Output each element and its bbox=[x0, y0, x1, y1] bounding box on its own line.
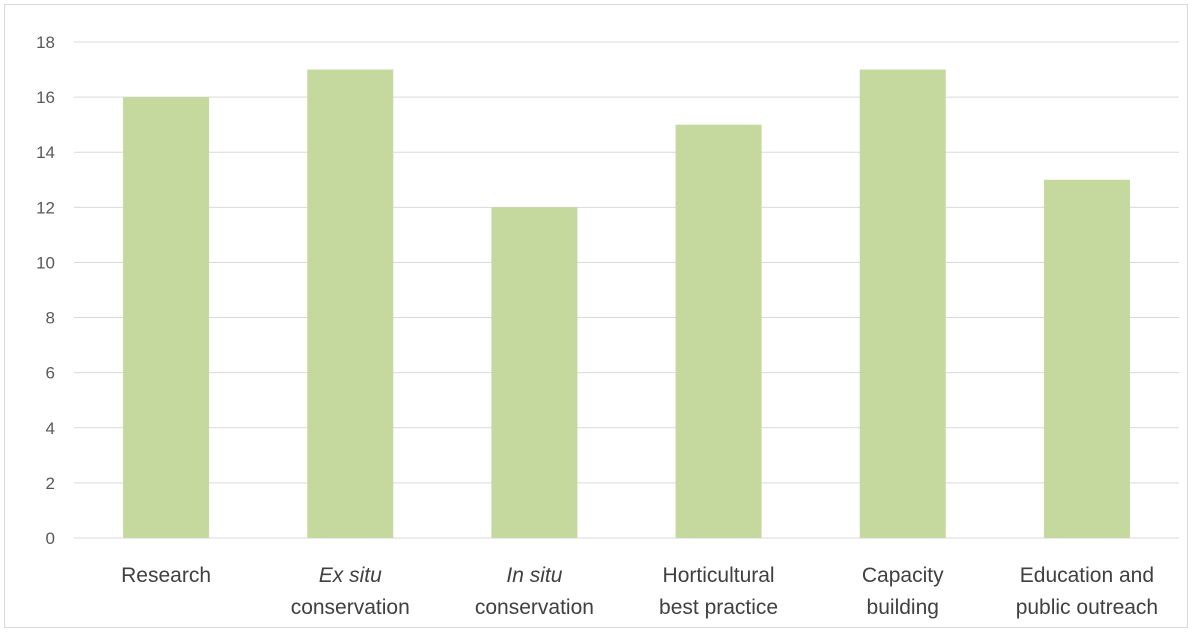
y-tick-label: 10 bbox=[36, 253, 55, 272]
x-category-label: public outreach bbox=[1016, 596, 1158, 619]
y-axis-ticks: 0 2 4 6 8 10 12 14 16 18 bbox=[36, 33, 55, 548]
bar bbox=[307, 69, 394, 539]
y-tick-label: 14 bbox=[36, 143, 55, 162]
x-axis-category-labels: Research Ex situ conservation In situ conser… bbox=[121, 564, 1158, 619]
x-category-label: Ex situ bbox=[319, 564, 382, 587]
x-category-label: Horticultural bbox=[663, 564, 775, 587]
y-tick-label: 2 bbox=[46, 474, 55, 493]
x-category-label: In situ bbox=[506, 564, 562, 587]
x-category-label: conservation bbox=[291, 596, 410, 619]
x-category-label: Research bbox=[121, 564, 211, 587]
bars bbox=[123, 69, 1130, 539]
x-category-label: building bbox=[867, 596, 939, 619]
x-category-label: Education and bbox=[1020, 564, 1154, 587]
x-category-label: Capacity bbox=[862, 564, 944, 587]
y-tick-label: 12 bbox=[36, 198, 55, 217]
y-tick-label: 18 bbox=[36, 33, 55, 52]
y-tick-label: 4 bbox=[46, 419, 55, 438]
y-tick-label: 16 bbox=[36, 88, 55, 107]
x-category-label: conservation bbox=[475, 596, 594, 619]
x-category-label: best practice bbox=[659, 596, 778, 619]
gridlines bbox=[74, 41, 1179, 539]
y-tick-label: 8 bbox=[46, 309, 55, 328]
chart-frame: 0 2 4 6 8 10 12 14 16 18 Research Ex situ conservat… bbox=[4, 4, 1188, 628]
bar bbox=[859, 69, 946, 539]
y-tick-label: 6 bbox=[46, 364, 55, 383]
bar bbox=[1043, 179, 1130, 538]
y-tick-label: 0 bbox=[46, 529, 55, 548]
bar bbox=[675, 124, 762, 539]
bar bbox=[123, 97, 210, 538]
bar bbox=[491, 207, 578, 539]
bar-chart: 0 2 4 6 8 10 12 14 16 18 Research Ex situ conservat… bbox=[36, 33, 1179, 619]
